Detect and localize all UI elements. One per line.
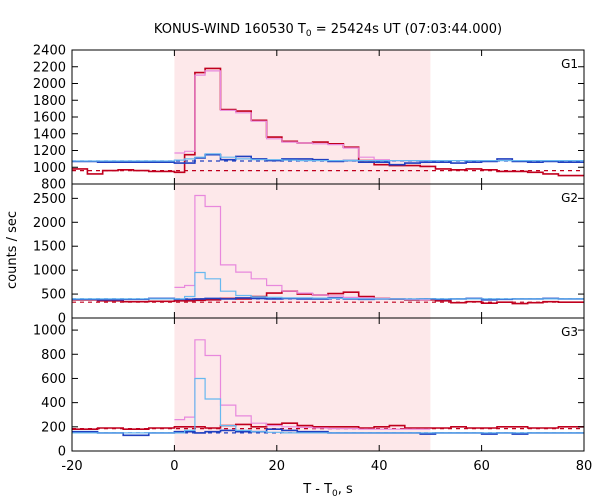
panel-g1-ytick-label: 800	[41, 178, 66, 193]
xtick-label: 20	[269, 459, 286, 474]
xtick-label: 40	[371, 459, 388, 474]
panel-g1-ytick-label: 1400	[33, 127, 66, 142]
panel-g2-ytick-label: 1500	[33, 240, 66, 255]
x-axis-label-main: T - T	[302, 482, 332, 497]
xtick-label: -20	[61, 459, 82, 474]
panel-g3-frame	[71, 317, 585, 452]
panel-g3: 0 200 400 600 800 1000 G3	[33, 317, 585, 460]
chart-title: KONUS-WIND 160530 T0 = 25424s UT (07:03:…	[154, 22, 502, 39]
panel-g1-ytick-label: 1000	[33, 161, 66, 176]
chart-title-main: KONUS-WIND 160530 T	[154, 22, 306, 37]
panel-g2-ytick-label: 500	[41, 288, 66, 303]
panel-g3-ytick-label: 200	[41, 420, 66, 435]
panel-g1-label: G1	[561, 57, 578, 71]
plot-panels: 80010001200140016001800200022002400G1050…	[33, 44, 592, 475]
panel-g2-series-lightblue	[72, 271, 584, 300]
panel-g3-ytick-label: 1000	[33, 324, 66, 339]
xtick-label: 80	[576, 459, 593, 474]
panel-g1-ytick-label: 1800	[33, 94, 66, 109]
panel-g3-ytick-label: 400	[41, 396, 66, 411]
panel-g3-series-pink	[174, 339, 431, 430]
x-axis-label: T - T0, s	[302, 482, 353, 499]
panel-g1-series-pink	[174, 70, 431, 162]
panel-g2-ytick-label: 2000	[33, 216, 66, 231]
panel-g1-ytick-label: 2000	[33, 77, 66, 92]
panel-g3-ytick-label: 800	[41, 348, 66, 363]
panel-g1-ytick-label: 2200	[33, 60, 66, 75]
panel-g1-ytick-label: 2400	[33, 44, 66, 59]
panel-g3-series-blue	[72, 428, 584, 437]
panel-g2-ytick-label: 1000	[33, 264, 66, 279]
panel-g3-series-red	[72, 422, 584, 430]
panel-g2-ytick-label: 2500	[33, 192, 66, 207]
x-axis-label-sub: 0	[332, 489, 338, 499]
panel-g2-ytick-label: 0	[58, 312, 66, 327]
panel-g1-ytick-label: 1200	[33, 144, 66, 159]
panel-g2-series-red	[72, 290, 584, 305]
panel-g2: 0 500 1000 1500 2000 2500 G2	[33, 183, 585, 327]
panel-g3-ytick-label: 0	[58, 445, 66, 460]
panel-g3-label: G3	[561, 325, 578, 339]
xtick-label: 0	[170, 459, 178, 474]
x-axis-label-rest: , s	[338, 482, 353, 497]
panel-g3-ytick-label: 600	[41, 372, 66, 387]
chart-title-rest: = 25424s UT (07:03:44.000)	[312, 22, 502, 37]
xtick-label: 60	[473, 459, 490, 474]
y-axis-label: counts / sec	[5, 211, 20, 289]
panel-g3-series-lightblue	[72, 377, 584, 434]
panel-g1-series-lightblue	[72, 153, 584, 162]
chart-title-sub: 0	[306, 29, 312, 39]
panel-g1-ytick-label: 1600	[33, 111, 66, 126]
panel-g2-label: G2	[561, 191, 578, 205]
